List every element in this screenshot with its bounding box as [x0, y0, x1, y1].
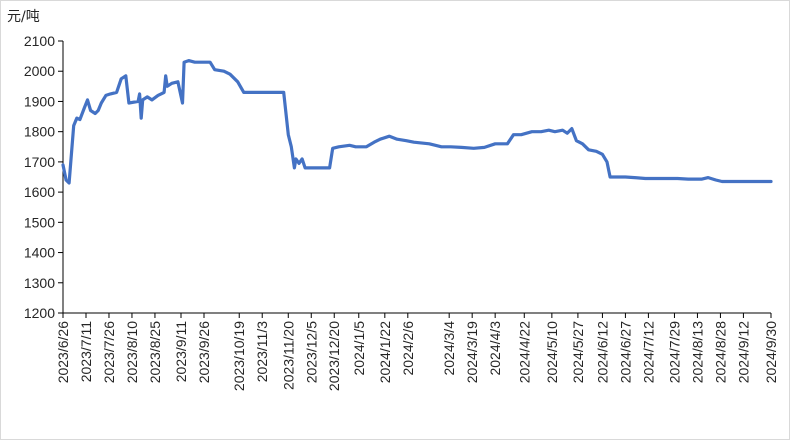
x-tick-label: 2024/8/13 — [689, 321, 705, 383]
x-tick-label: 2023/11/20 — [280, 321, 296, 390]
x-tick-label: 2023/7/26 — [101, 321, 117, 383]
y-unit-label: 元/吨 — [7, 9, 40, 25]
y-tick-label: 1200 — [24, 305, 55, 321]
y-tick-label: 1800 — [24, 124, 55, 140]
y-tick-label: 1900 — [24, 93, 55, 109]
series-group — [61, 59, 773, 185]
y-tick-label: 1300 — [24, 275, 55, 291]
x-tick-label: 2023/9/11 — [173, 321, 189, 382]
x-tick-label: 2024/7/29 — [666, 321, 682, 383]
y-tick-label: 2100 — [24, 33, 55, 49]
x-tick-label: 2023/8/25 — [147, 321, 163, 383]
x-tick-label: 2023/12/5 — [303, 321, 319, 383]
x-tick-label: 2024/3/4 — [441, 321, 457, 376]
x-tick-label: 2024/8/28 — [712, 321, 728, 383]
x-tick-label: 2024/7/12 — [640, 321, 656, 383]
y-tick-label: 1700 — [24, 154, 55, 170]
x-tick-label: 2024/4/3 — [487, 321, 503, 376]
x-tick-label: 2024/6/27 — [617, 321, 633, 383]
y-tick-label: 1400 — [24, 245, 55, 261]
y-tick-label: 2000 — [24, 63, 55, 79]
series-line — [61, 59, 773, 185]
x-tick-label: 2023/12/20 — [326, 321, 342, 391]
x-tick-label: 2023/9/26 — [196, 321, 212, 383]
x-tick-label: 2023/8/10 — [124, 321, 140, 383]
x-axis: 2023/6/26 2023/7/11 2023/7/26 2023/8/10 2023… — [55, 312, 779, 391]
x-tick-label: 2024/5/27 — [570, 321, 586, 383]
x-tick-label: 2023/6/26 — [55, 321, 71, 383]
y-axis: 1200 1300 1400 1500 1600 1700 1800 1900 2000 2100 — [24, 33, 64, 321]
y-tick-label: 1500 — [24, 214, 55, 230]
x-tick-label: 2024/4/22 — [516, 321, 532, 383]
y-tick-label: 1600 — [24, 184, 55, 200]
x-tick-label: 2024/1/22 — [377, 321, 393, 383]
x-tick-label: 2024/5/10 — [544, 321, 560, 383]
x-tick-label: 2024/6/12 — [594, 321, 610, 383]
x-tick-label: 2023/11/3 — [254, 321, 270, 382]
x-tick-label: 2024/2/6 — [400, 321, 416, 376]
x-tick-label: 2024/3/19 — [464, 321, 480, 383]
x-tick-label: 2024/9/30 — [763, 321, 779, 383]
x-tick-label: 2024/1/5 — [351, 321, 367, 376]
x-tick-label: 2023/10/19 — [231, 321, 247, 391]
x-tick-label: 2023/7/11 — [78, 321, 94, 382]
x-tick-label: 2024/9/12 — [735, 321, 751, 383]
